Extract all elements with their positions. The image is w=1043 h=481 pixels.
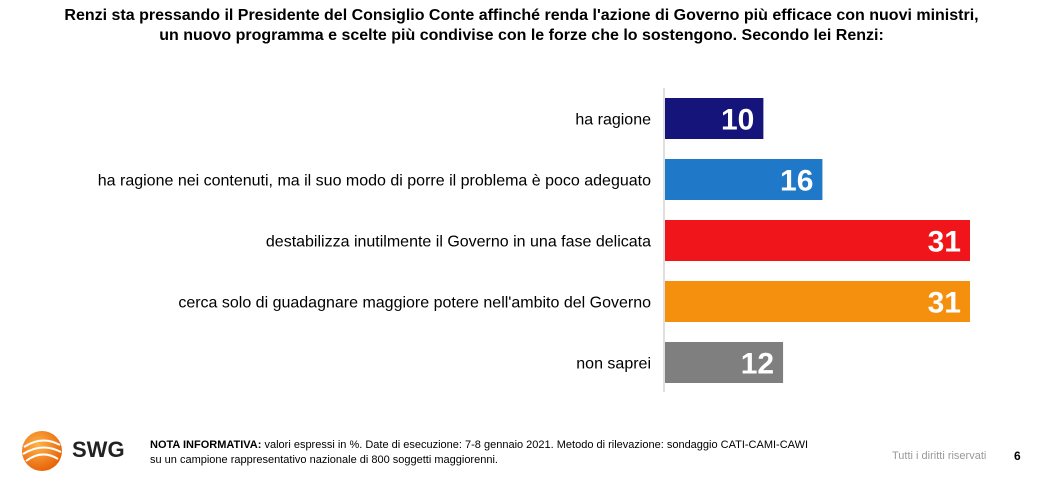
bar-2 xyxy=(665,159,823,200)
value-label-1: 10 xyxy=(721,104,754,137)
category-label-3: destabilizza inutilmente il Governo in u… xyxy=(266,234,651,251)
swg-logo-icon xyxy=(22,431,62,471)
note-line-2: su un campione rappresentativo nazionale… xyxy=(150,454,498,466)
rights-text: Tutti i diritti riservati xyxy=(892,450,987,462)
category-label-2: ha ragione nei contenuti, ma il suo modo… xyxy=(98,173,651,190)
value-label-3: 31 xyxy=(928,226,961,259)
category-labels: ha ragione ha ragione nei contenuti, ma i… xyxy=(98,112,651,373)
question-line-1: Renzi sta pressando il Presidente del Co… xyxy=(64,7,979,24)
bar-4 xyxy=(665,281,970,322)
category-label-1: ha ragione xyxy=(575,112,651,129)
note-label: NOTA INFORMATIVA: xyxy=(150,439,262,451)
bars xyxy=(665,98,970,383)
methodology-note: NOTA INFORMATIVA: valori espressi in %. … xyxy=(150,438,870,468)
bar-chart: ha ragione ha ragione nei contenuti, ma i… xyxy=(98,88,970,392)
value-label-2: 16 xyxy=(780,165,813,198)
page-number: 6 xyxy=(1014,449,1021,463)
question-title: Renzi sta pressando il Presidente del Co… xyxy=(10,6,1033,46)
value-labels: 10 16 31 31 12 xyxy=(721,104,961,381)
bar-5 xyxy=(665,342,784,383)
value-label-5: 12 xyxy=(741,348,774,381)
question-line-2: un nuovo programma e scelte più condivis… xyxy=(159,27,884,44)
bar-3 xyxy=(665,220,970,261)
value-label-4: 31 xyxy=(928,287,961,320)
note-line-1: valori espressi in %. Date di esecuzione… xyxy=(264,439,809,451)
brand-name: SWG xyxy=(72,437,125,462)
category-label-5: non saprei xyxy=(576,356,651,373)
bar-1 xyxy=(665,98,764,139)
category-label-4: cerca solo di guadagnare maggiore potere… xyxy=(178,295,651,312)
